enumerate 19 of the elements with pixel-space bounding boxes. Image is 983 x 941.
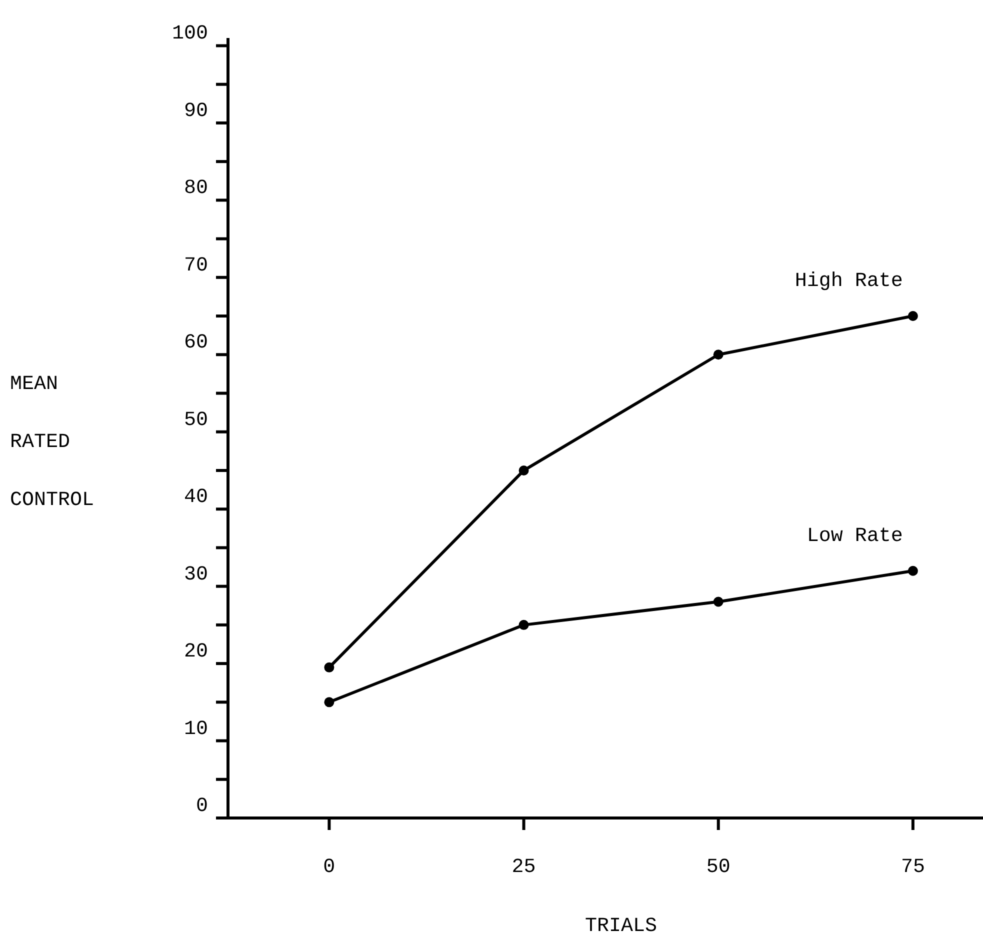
- series-label: Low Rate: [806, 524, 903, 548]
- y-tick-label: 100: [172, 22, 208, 46]
- y-tick-label: 30: [184, 563, 208, 586]
- y-tick-label: 0: [196, 795, 208, 818]
- y-tick-label: 80: [184, 177, 208, 200]
- y-tick-label: 40: [184, 486, 208, 510]
- y-tick-label: 60: [184, 332, 208, 355]
- series-label: High Rate: [794, 270, 903, 294]
- x-tick-label: 75: [900, 856, 925, 879]
- x-tick-label: 0: [323, 856, 336, 879]
- y-tick-label: 90: [184, 100, 208, 123]
- y-tick-label: 50: [184, 408, 208, 432]
- x-tick-label: 25: [512, 856, 536, 879]
- y-tick-label: 10: [184, 718, 208, 741]
- x-tick-label: 50: [706, 856, 730, 879]
- y-tick-label: 20: [184, 640, 208, 664]
- y-tick-label: 70: [184, 254, 208, 278]
- x-axis-title: TRIALS: [585, 915, 658, 938]
- text: MEAN RATED CONTROL: [10, 373, 94, 512]
